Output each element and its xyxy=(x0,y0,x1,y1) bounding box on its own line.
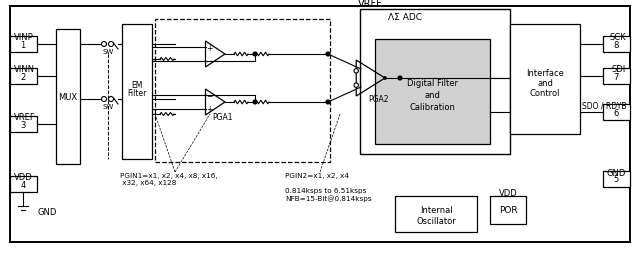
Bar xyxy=(122,25,152,159)
Text: PGIN2=x1, x2, x4: PGIN2=x1, x2, x4 xyxy=(285,172,349,178)
Text: Oscillator: Oscillator xyxy=(416,217,456,226)
Text: PGIN1=x1, x2, x4, x8, x16,
 x32, x64, x128: PGIN1=x1, x2, x4, x8, x16, x32, x64, x12… xyxy=(120,172,218,185)
Text: VRFF: VRFF xyxy=(358,0,382,9)
Text: GND: GND xyxy=(607,168,626,177)
Bar xyxy=(603,105,630,121)
Text: Internal: Internal xyxy=(420,206,452,215)
Circle shape xyxy=(109,97,113,102)
Bar xyxy=(10,37,37,53)
Text: 4: 4 xyxy=(20,180,26,189)
Bar xyxy=(10,176,37,192)
Text: PGA1: PGA1 xyxy=(212,112,232,121)
Text: GND: GND xyxy=(37,208,57,217)
Circle shape xyxy=(102,97,106,102)
Bar xyxy=(56,30,80,164)
Text: 7: 7 xyxy=(613,72,619,81)
Bar xyxy=(603,69,630,85)
Text: EM: EM xyxy=(131,80,143,89)
Bar xyxy=(10,69,37,85)
Text: 6: 6 xyxy=(613,108,619,117)
Text: and: and xyxy=(537,78,553,87)
Text: MUX: MUX xyxy=(58,93,77,102)
Bar xyxy=(375,40,490,145)
Text: VREF: VREF xyxy=(14,113,36,122)
Text: SW: SW xyxy=(102,49,114,55)
Text: VINP: VINP xyxy=(14,33,34,42)
Circle shape xyxy=(354,69,358,74)
Text: POR: POR xyxy=(499,206,517,215)
Bar xyxy=(603,171,630,187)
Bar xyxy=(490,196,526,224)
Text: Control: Control xyxy=(530,88,560,97)
Bar xyxy=(155,20,330,162)
Text: 3: 3 xyxy=(20,120,26,129)
Text: −: − xyxy=(206,57,212,66)
Text: +: + xyxy=(206,44,212,53)
Bar xyxy=(360,10,510,154)
Text: Filter: Filter xyxy=(127,88,147,97)
Text: 5: 5 xyxy=(613,175,619,184)
Text: SDI: SDI xyxy=(612,65,626,74)
Circle shape xyxy=(354,84,358,88)
Circle shape xyxy=(326,101,330,105)
Text: PGA2: PGA2 xyxy=(368,95,388,104)
Text: −: − xyxy=(206,92,212,101)
Circle shape xyxy=(383,77,387,80)
Circle shape xyxy=(398,77,402,81)
Text: VDD: VDD xyxy=(499,189,517,198)
Text: 1: 1 xyxy=(20,40,26,49)
Text: ΛΣ ADC: ΛΣ ADC xyxy=(388,13,422,22)
Circle shape xyxy=(102,42,106,47)
Text: Digital Filter: Digital Filter xyxy=(406,78,458,87)
Text: 2: 2 xyxy=(20,72,26,81)
Bar xyxy=(510,25,580,134)
Text: 0.814ksps to 6.51ksps
NFB=15-Bit@0.814ksps: 0.814ksps to 6.51ksps NFB=15-Bit@0.814ks… xyxy=(285,187,372,201)
Circle shape xyxy=(253,53,257,57)
Text: Calibration: Calibration xyxy=(409,102,455,111)
Text: VINN: VINN xyxy=(14,65,35,74)
Circle shape xyxy=(253,101,257,105)
Bar xyxy=(603,37,630,53)
Bar xyxy=(395,196,477,232)
Bar xyxy=(10,117,37,133)
Text: SCK: SCK xyxy=(609,33,626,42)
Text: and: and xyxy=(424,90,440,99)
Text: SW: SW xyxy=(102,104,114,109)
Text: Interface: Interface xyxy=(526,68,564,77)
Text: +: + xyxy=(206,105,212,114)
Text: SDO / RDYB: SDO / RDYB xyxy=(582,101,626,110)
Circle shape xyxy=(109,42,113,47)
Text: 8: 8 xyxy=(613,40,619,49)
Circle shape xyxy=(326,53,330,57)
Text: VDD: VDD xyxy=(14,173,33,182)
